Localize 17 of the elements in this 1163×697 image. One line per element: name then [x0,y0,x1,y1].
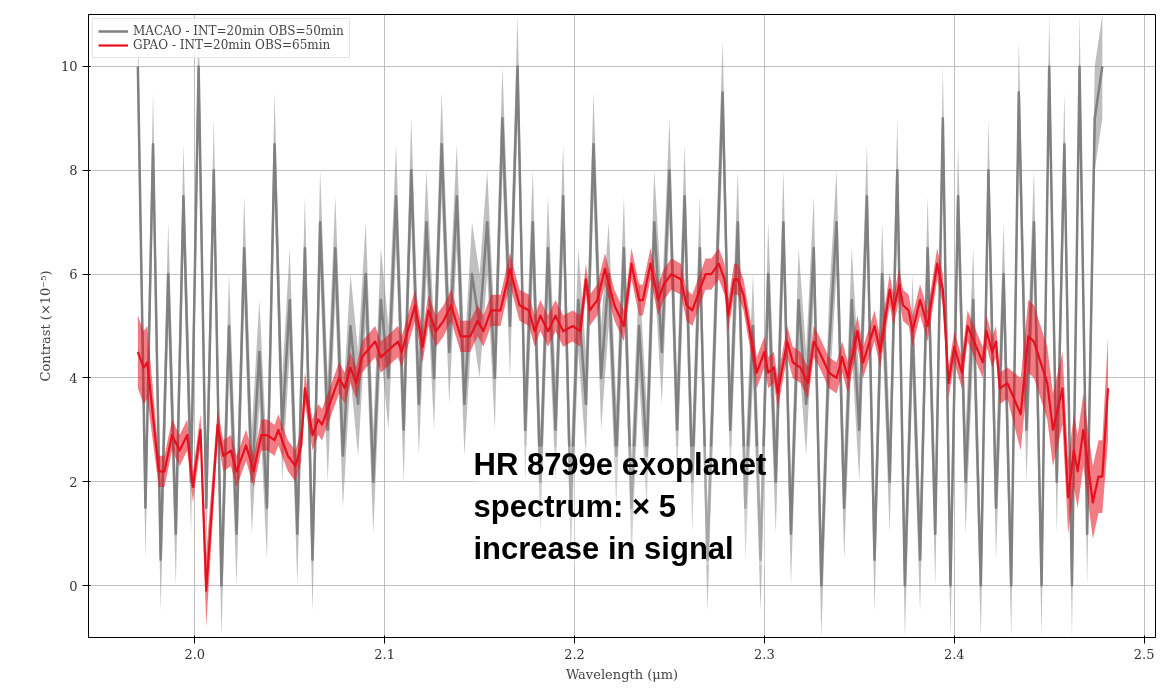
annotation: HR 8799e exoplanet spectrum: × 5 increase in signal [473,446,767,566]
y-tick-label: 8 [69,163,78,179]
y-tick-label: 2 [69,474,78,490]
x-tick-label: 2.5 [1133,646,1155,662]
y-tick-label: 0 [69,578,78,594]
x-tick-label: 2.3 [754,646,775,662]
legend-label: MACAO - INT=20min OBS=50min [133,24,344,38]
x-axis-title: Wavelength (μm) [565,666,679,682]
legend-label: GPAO - INT=20min OBS=65min [133,38,331,52]
y-axis-title: Contrast (×10⁻⁵) [37,270,53,382]
y-tick-label: 10 [60,59,78,75]
x-tick-label: 2.4 [943,646,965,662]
x-tick-label: 2.0 [184,646,206,662]
y-tick-label: 6 [69,267,78,283]
y-tick-label: 4 [69,370,78,386]
x-tick-label: 2.1 [374,646,396,662]
x-tick-label: 2.2 [564,646,585,662]
